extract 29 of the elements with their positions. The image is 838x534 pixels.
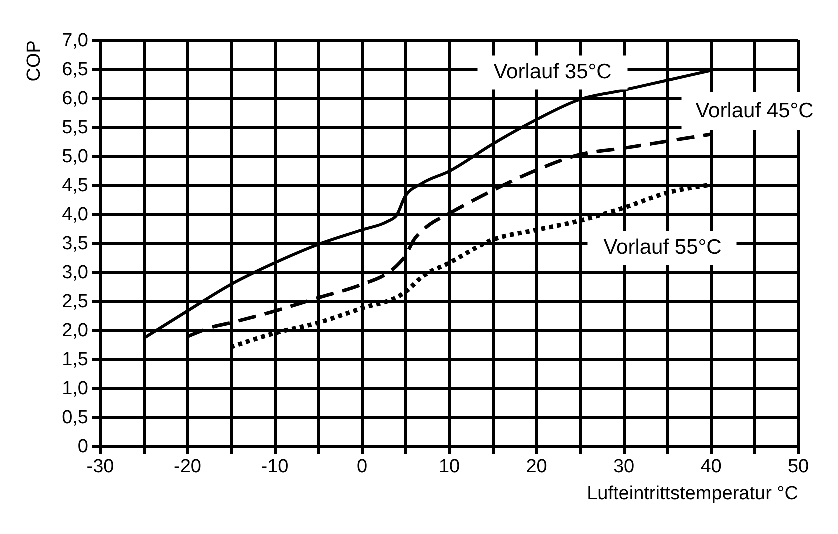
x-tick-label: 20 xyxy=(526,456,548,478)
y-tick-label: 6,5 xyxy=(62,60,88,80)
x-tick-label: -10 xyxy=(261,456,289,478)
x-tick-label: -20 xyxy=(174,456,202,478)
y-tick-label: 0,5 xyxy=(62,408,88,428)
y-tick-label: 7,0 xyxy=(62,30,88,52)
series-label: Vorlauf 45°C xyxy=(696,100,814,123)
y-tick-label: 3,0 xyxy=(62,262,88,284)
y-tick-label: 3,5 xyxy=(62,234,88,254)
x-tick-label: 40 xyxy=(700,456,722,478)
series-label: Vorlauf 35°C xyxy=(494,60,612,84)
y-tick-label: 1,5 xyxy=(62,350,88,370)
x-tick-label: -30 xyxy=(86,456,114,478)
x-axis-title: Lufteintrittstemperatur °C xyxy=(587,484,798,504)
y-tick-label: 5,5 xyxy=(62,118,88,138)
x-tick-label: 0 xyxy=(356,456,368,478)
series-label: Vorlauf 55°C xyxy=(604,236,722,259)
y-tick-label: 2,5 xyxy=(62,292,88,312)
x-tick-label: 30 xyxy=(613,456,635,478)
y-tick-label: 2,0 xyxy=(62,320,88,342)
y-tick-label: 0 xyxy=(78,436,88,458)
x-tick-label: 50 xyxy=(788,456,810,478)
y-axis-title: COP xyxy=(24,40,46,82)
y-tick-label: 1,0 xyxy=(62,378,88,400)
y-tick-label: 6,0 xyxy=(62,88,88,110)
y-tick-label: 4,0 xyxy=(62,204,88,226)
x-tick-label: 10 xyxy=(438,456,460,478)
y-tick-label: 5,0 xyxy=(62,146,88,168)
y-tick-label: 4,5 xyxy=(62,176,88,196)
